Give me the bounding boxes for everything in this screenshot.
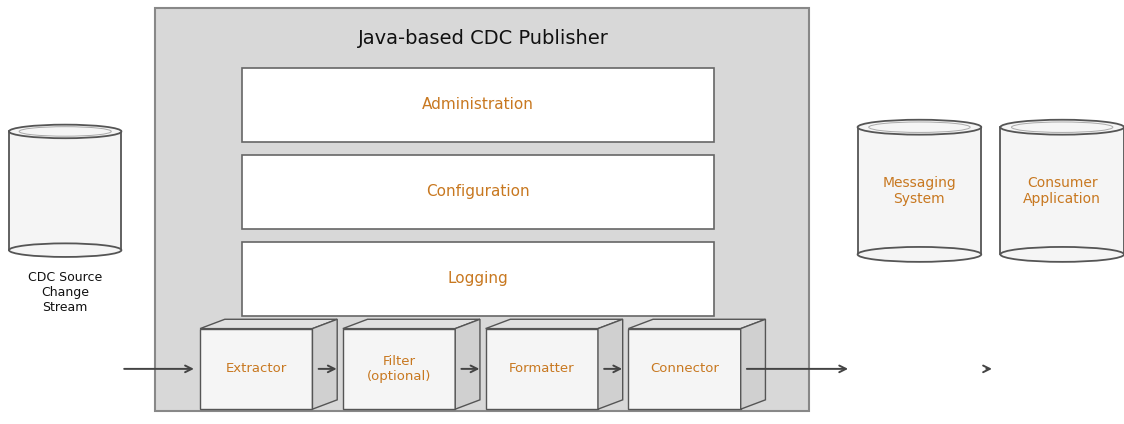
FancyBboxPatch shape (242, 242, 714, 316)
Text: Filter
(optional): Filter (optional) (366, 355, 432, 383)
FancyBboxPatch shape (242, 155, 714, 229)
Text: Messaging
System: Messaging System (882, 176, 957, 206)
Polygon shape (343, 329, 455, 409)
Polygon shape (1000, 127, 1124, 254)
Polygon shape (200, 329, 312, 409)
Text: Extractor: Extractor (226, 363, 287, 375)
Text: Administration: Administration (422, 98, 534, 112)
Text: Consumer
Application: Consumer Application (1023, 176, 1102, 206)
Text: Configuration: Configuration (426, 184, 529, 199)
Ellipse shape (1000, 247, 1124, 262)
Polygon shape (200, 319, 337, 329)
FancyBboxPatch shape (155, 8, 809, 411)
Polygon shape (486, 329, 598, 409)
Ellipse shape (9, 125, 121, 138)
FancyBboxPatch shape (242, 68, 714, 142)
Text: Connector: Connector (650, 363, 719, 375)
Text: Formatter: Formatter (509, 363, 574, 375)
Ellipse shape (9, 243, 121, 257)
Polygon shape (628, 329, 741, 409)
Polygon shape (9, 131, 121, 250)
Polygon shape (455, 319, 480, 409)
Text: Logging: Logging (447, 271, 508, 286)
Ellipse shape (858, 247, 981, 262)
Text: CDC Source
Change
Stream: CDC Source Change Stream (28, 271, 102, 314)
Polygon shape (343, 319, 480, 329)
Text: Java-based CDC Publisher: Java-based CDC Publisher (357, 29, 609, 47)
Polygon shape (486, 319, 623, 329)
Ellipse shape (858, 120, 981, 135)
Polygon shape (628, 319, 765, 329)
Polygon shape (598, 319, 623, 409)
Polygon shape (312, 319, 337, 409)
Polygon shape (741, 319, 765, 409)
Polygon shape (858, 127, 981, 254)
Ellipse shape (1000, 120, 1124, 135)
